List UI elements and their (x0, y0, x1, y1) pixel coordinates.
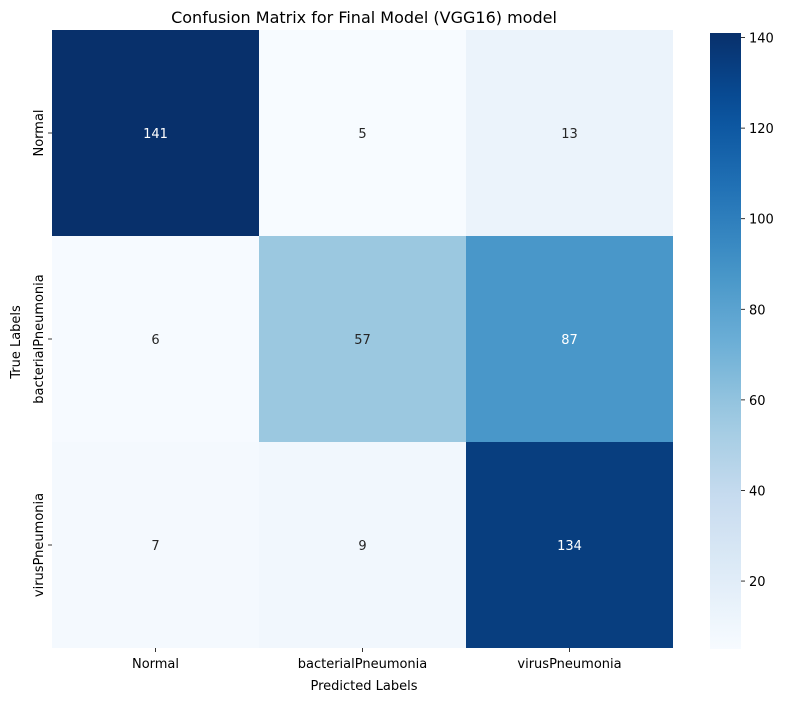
colorbar-tick-label: 40 (749, 484, 766, 499)
y-tick-label: Normal (32, 109, 47, 156)
cell-value-label: 6 (151, 333, 159, 348)
cell-value-label: 9 (358, 539, 366, 554)
x-tick-label: Normal (132, 657, 179, 672)
heatmap-cells: 141 5 13 6 57 87 7 9 134 (52, 30, 673, 648)
colorbar-tick-label: 100 (749, 213, 774, 228)
colorbar-tick-label: 120 (749, 122, 774, 137)
y-axis-label: True Labels (9, 305, 24, 380)
y-tick-label: virusPneumonia (32, 493, 47, 597)
y-axis-ticks: Normal bacterialPneumonia virusPneumonia (32, 109, 52, 597)
colorbar-tick-label: 140 (749, 32, 774, 47)
colorbar: 20 40 60 80 100 120 140 (710, 32, 774, 649)
heatmap-cell (259, 30, 466, 236)
cell-value-label: 134 (557, 539, 582, 554)
heatmap-cell (259, 236, 466, 442)
heatmap-cell (52, 236, 259, 442)
cell-value-label: 141 (143, 127, 168, 142)
chart-title: Confusion Matrix for Final Model (VGG16)… (171, 8, 557, 27)
heatmap-cell (52, 30, 259, 236)
y-tick-label: bacterialPneumonia (32, 274, 47, 404)
cell-value-label: 57 (354, 333, 371, 348)
heatmap-cell (52, 442, 259, 648)
x-tick-label: virusPneumonia (517, 657, 621, 672)
colorbar-tick-label: 20 (749, 575, 766, 590)
heatmap-cell (259, 442, 466, 648)
colorbar-tick-label: 60 (749, 394, 766, 409)
x-tick-label: bacterialPneumonia (298, 657, 428, 672)
x-axis-ticks: Normal bacterialPneumonia virusPneumonia (132, 648, 622, 672)
colorbar-bar (710, 33, 741, 649)
colorbar-ticks: 20 40 60 80 100 120 140 (741, 32, 774, 590)
heatmap-cell (466, 442, 673, 648)
cell-value-label: 87 (561, 333, 578, 348)
cell-value-label: 7 (151, 539, 159, 554)
heatmap-cell (466, 236, 673, 442)
cell-value-label: 13 (561, 127, 578, 142)
colorbar-tick-label: 80 (749, 303, 766, 318)
heatmap-cell (466, 30, 673, 236)
cell-value-label: 5 (358, 127, 366, 142)
x-axis-label: Predicted Labels (310, 679, 417, 694)
